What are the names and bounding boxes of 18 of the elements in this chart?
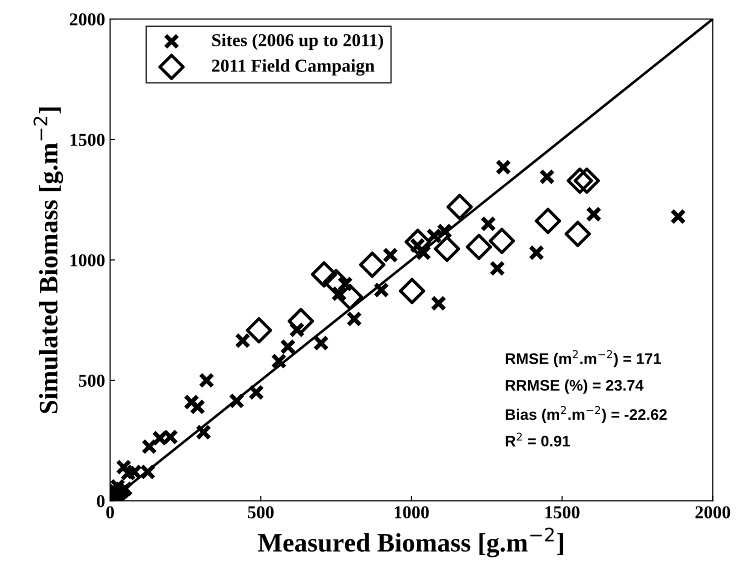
y-axis-title: Simulated Biomass [g.m$^{−2}$] [34, 107, 64, 414]
annotation: R$^{2}$ = 0.91 [506, 432, 570, 447]
annotation: RMSE (m$^{2}$.m$^{−2}$) = 171 [506, 350, 661, 368]
x-tick-label: 2000 [695, 506, 730, 518]
legend-label: 2011 Field Campaign [212, 59, 375, 76]
y-tick-label: 0 [96, 495, 105, 508]
x-tick-label: 1000 [394, 506, 429, 518]
legend-label: Sites (2006 up to 2011) [212, 34, 384, 50]
x-tick-label: 0 [106, 506, 114, 518]
y-tick-label: 1500 [70, 134, 105, 146]
y-tick-label: 500 [78, 374, 105, 387]
x-tick-label: 500 [248, 506, 274, 518]
annotation: RRMSE (%) = 23.74 [506, 380, 644, 394]
x-axis-title: Measured Biomass [g.m$^{−2}$] [258, 528, 564, 558]
x-tick-label: 1500 [545, 506, 580, 518]
y-tick-label: 1000 [70, 254, 105, 266]
annotation: Bias (m$^{2}$.m$^{−2}$) = -22.62 [506, 406, 667, 423]
y-tick-label: 2000 [70, 13, 105, 26]
